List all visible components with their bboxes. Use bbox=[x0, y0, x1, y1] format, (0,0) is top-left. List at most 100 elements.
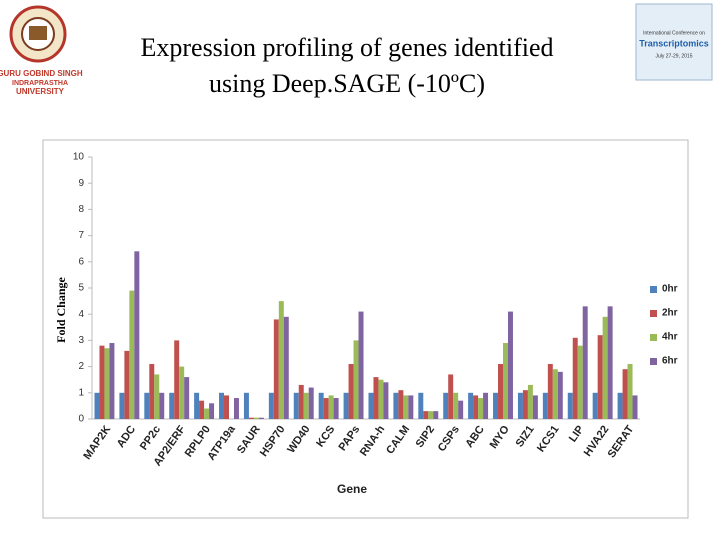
bar bbox=[119, 392, 125, 419]
bar bbox=[333, 398, 339, 419]
bar bbox=[453, 392, 459, 419]
bar bbox=[423, 411, 429, 419]
bar bbox=[503, 343, 508, 419]
bar bbox=[383, 382, 389, 419]
y-tick-label: 9 bbox=[78, 178, 84, 189]
chart-title: using Deep.SAGE (-10ºC) bbox=[209, 69, 485, 98]
bar bbox=[368, 392, 374, 419]
bar bbox=[428, 411, 434, 419]
bar bbox=[253, 417, 259, 419]
bar bbox=[498, 363, 503, 419]
bar bbox=[632, 395, 638, 419]
chart-title: Expression profiling of genes identified bbox=[140, 33, 553, 62]
bar bbox=[278, 301, 284, 419]
y-tick-label: 8 bbox=[78, 204, 84, 215]
chart-frame bbox=[42, 139, 689, 519]
y-axis-label: Fold Change bbox=[54, 276, 68, 342]
bar bbox=[408, 395, 414, 419]
bar bbox=[204, 408, 210, 419]
bar bbox=[418, 392, 424, 419]
bar bbox=[154, 374, 160, 419]
bar bbox=[403, 395, 409, 419]
bar bbox=[224, 395, 229, 419]
bar bbox=[577, 345, 583, 419]
legend-swatch bbox=[650, 310, 657, 317]
bar bbox=[522, 390, 528, 419]
bar bbox=[567, 392, 573, 419]
bar bbox=[348, 363, 354, 419]
bar bbox=[268, 392, 274, 419]
bar bbox=[493, 392, 499, 419]
bar bbox=[478, 398, 484, 419]
y-tick-label: 1 bbox=[78, 387, 84, 398]
bar bbox=[527, 384, 533, 419]
bar bbox=[104, 348, 110, 419]
bar bbox=[94, 392, 100, 419]
bar bbox=[448, 374, 454, 419]
conference-text: International Conference on bbox=[643, 30, 705, 36]
bar bbox=[298, 384, 304, 419]
bar bbox=[308, 387, 314, 419]
bar bbox=[209, 403, 215, 419]
university-name: UNIVERSITY bbox=[16, 87, 65, 96]
conference-text: Transcriptomics bbox=[639, 38, 709, 48]
bar bbox=[328, 395, 334, 419]
legend-swatch bbox=[650, 358, 657, 365]
legend-swatch bbox=[650, 286, 657, 293]
bar bbox=[542, 392, 548, 419]
x-axis-label: Gene bbox=[337, 482, 367, 496]
legend-label: 4hr bbox=[662, 332, 678, 343]
bar bbox=[248, 417, 254, 419]
bar bbox=[243, 392, 249, 419]
legend-label: 0hr bbox=[662, 284, 678, 295]
bar bbox=[507, 311, 513, 419]
bar bbox=[602, 316, 608, 419]
bar bbox=[443, 392, 449, 419]
bar bbox=[378, 379, 384, 419]
legend-label: 6hr bbox=[662, 356, 678, 367]
university-logo bbox=[9, 5, 67, 63]
university-name: INDRAPRASTHA bbox=[12, 80, 68, 87]
bar bbox=[552, 369, 558, 419]
bar bbox=[398, 390, 404, 419]
bar bbox=[517, 392, 523, 419]
bar bbox=[607, 306, 613, 419]
bar bbox=[582, 306, 588, 419]
bar bbox=[159, 392, 165, 419]
bar bbox=[293, 392, 299, 419]
y-tick-label: 0 bbox=[78, 414, 84, 425]
y-tick-label: 6 bbox=[78, 256, 84, 267]
conference-text: July 27-29, 2015 bbox=[656, 53, 693, 59]
bar bbox=[303, 392, 309, 419]
y-tick-label: 5 bbox=[78, 283, 84, 294]
bar bbox=[124, 350, 130, 419]
bar bbox=[134, 251, 140, 419]
bar bbox=[273, 319, 279, 419]
university-name: GURU GOBIND SINGH bbox=[0, 69, 83, 78]
bar bbox=[353, 340, 359, 419]
bar bbox=[219, 392, 225, 419]
y-tick-label: 2 bbox=[78, 361, 84, 372]
bar bbox=[622, 369, 628, 419]
bar bbox=[532, 395, 538, 419]
bar bbox=[129, 290, 135, 419]
bar bbox=[184, 377, 190, 419]
bar bbox=[458, 400, 464, 419]
bar bbox=[547, 363, 553, 419]
bar bbox=[572, 337, 578, 419]
bar bbox=[343, 392, 349, 419]
y-tick-label: 3 bbox=[78, 335, 84, 346]
bar bbox=[468, 392, 474, 419]
bar bbox=[373, 377, 379, 419]
bar bbox=[323, 398, 329, 419]
legend-label: 2hr bbox=[662, 308, 678, 319]
bar bbox=[483, 392, 489, 419]
bar bbox=[258, 417, 264, 419]
bar bbox=[393, 392, 399, 419]
y-tick-label: 10 bbox=[73, 152, 85, 163]
bar bbox=[109, 343, 115, 419]
bar bbox=[473, 395, 479, 419]
y-tick-label: 4 bbox=[78, 309, 84, 320]
conference-logo bbox=[635, 3, 713, 81]
